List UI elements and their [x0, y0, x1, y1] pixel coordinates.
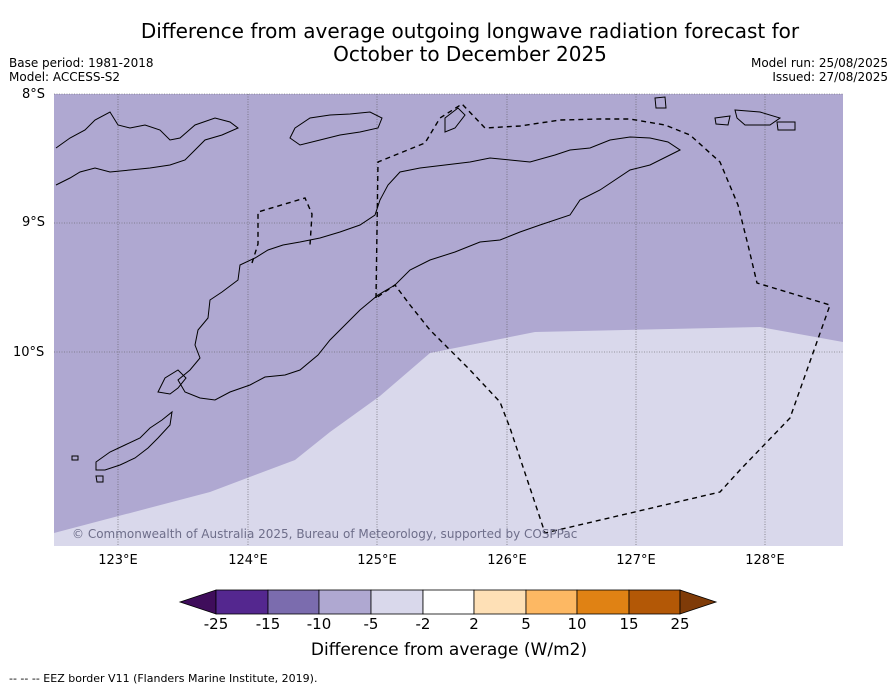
model-info: Base period: 1981-2018 Model: ACCESS-S2: [9, 56, 154, 84]
colorbar-tick-8: 10: [567, 615, 587, 633]
eez-borders: [251, 103, 831, 534]
colorbar-cell-5: [422, 589, 475, 615]
colorbar-cell-3: [318, 589, 372, 615]
colorbar-tick-1: -25: [203, 615, 229, 633]
small-island-1: [654, 96, 667, 109]
colorbar-cell-9: [628, 589, 681, 615]
colorbar-tick-6: 2: [469, 615, 479, 633]
sumba-flores-coast: [55, 111, 239, 186]
lon-label-128e: 128°E: [745, 553, 785, 568]
lat-label-9s: 9°S: [22, 215, 46, 230]
title-line-1: Difference from average outgoing longwav…: [140, 19, 800, 43]
colorbar-cell-7: [525, 589, 578, 615]
map-title: Difference from average outgoing longwav…: [100, 20, 840, 66]
lat-label-8s: 8°S: [22, 87, 46, 102]
colorbar-cell-2: [267, 589, 320, 615]
lat-label-10s: 10°S: [13, 345, 45, 360]
graticule: [54, 93, 843, 546]
colorbar-tick-5: -2: [415, 615, 431, 633]
small-island-5: [95, 475, 104, 483]
colorbar-low-extension: [178, 589, 217, 615]
colorbar-cell-8: [576, 589, 630, 615]
eez-border-north: [375, 103, 831, 534]
colorbar-tick-7: 5: [521, 615, 531, 633]
rote-coast: [157, 369, 187, 395]
base-period: Base period: 1981-2018: [9, 56, 154, 70]
colorbar-tick-3: -10: [306, 615, 332, 633]
lon-label-123e: 123°E: [98, 553, 138, 568]
colorbar-title: Difference from average (W/m2): [310, 640, 588, 660]
model-run: Model run: 25/08/2025: [750, 56, 888, 70]
small-island-6: [71, 455, 79, 461]
run-info: Model run: 25/08/2025 Issued: 27/08/2025: [751, 56, 888, 84]
colorbar-tick-4: -5: [363, 615, 379, 633]
lon-label-127e: 127°E: [616, 553, 656, 568]
issued-date: Issued: 27/08/2025: [772, 70, 888, 84]
lon-label-125e: 125°E: [357, 553, 397, 568]
colorbar-cell-1: [215, 589, 269, 615]
title-line-2: October to December 2025: [333, 42, 607, 66]
anomaly-band-minus5-minus2: [54, 327, 843, 546]
colorbar-cell-4: [370, 589, 424, 615]
eez-footnote: -- -- -- EEZ border V11 (Flanders Marine…: [9, 672, 318, 685]
colorbar-tick-10: 25: [670, 615, 690, 633]
colorbar-high-extension: [679, 589, 718, 615]
coastlines: [55, 96, 796, 483]
timor-island-coast: [177, 136, 681, 401]
alor-coast: [289, 111, 383, 146]
sawu-coast: [95, 410, 173, 471]
model-name: Model: ACCESS-S2: [9, 70, 121, 84]
lon-label-126e: 126°E: [487, 553, 527, 568]
colorbar-tick-2: -15: [255, 615, 281, 633]
colorbar: [178, 589, 718, 615]
small-island-4: [444, 107, 466, 133]
lon-label-124e: 124°E: [228, 553, 268, 568]
colorbar-cell-6: [473, 589, 527, 615]
copyright-notice: © Commonwealth of Australia 2025, Bureau…: [72, 527, 578, 541]
colorbar-tick-9: 15: [619, 615, 639, 633]
eez-border-enclave: [251, 197, 313, 264]
wetar-coast: [734, 109, 782, 126]
small-island-3: [776, 121, 796, 131]
small-island-2: [714, 115, 731, 126]
